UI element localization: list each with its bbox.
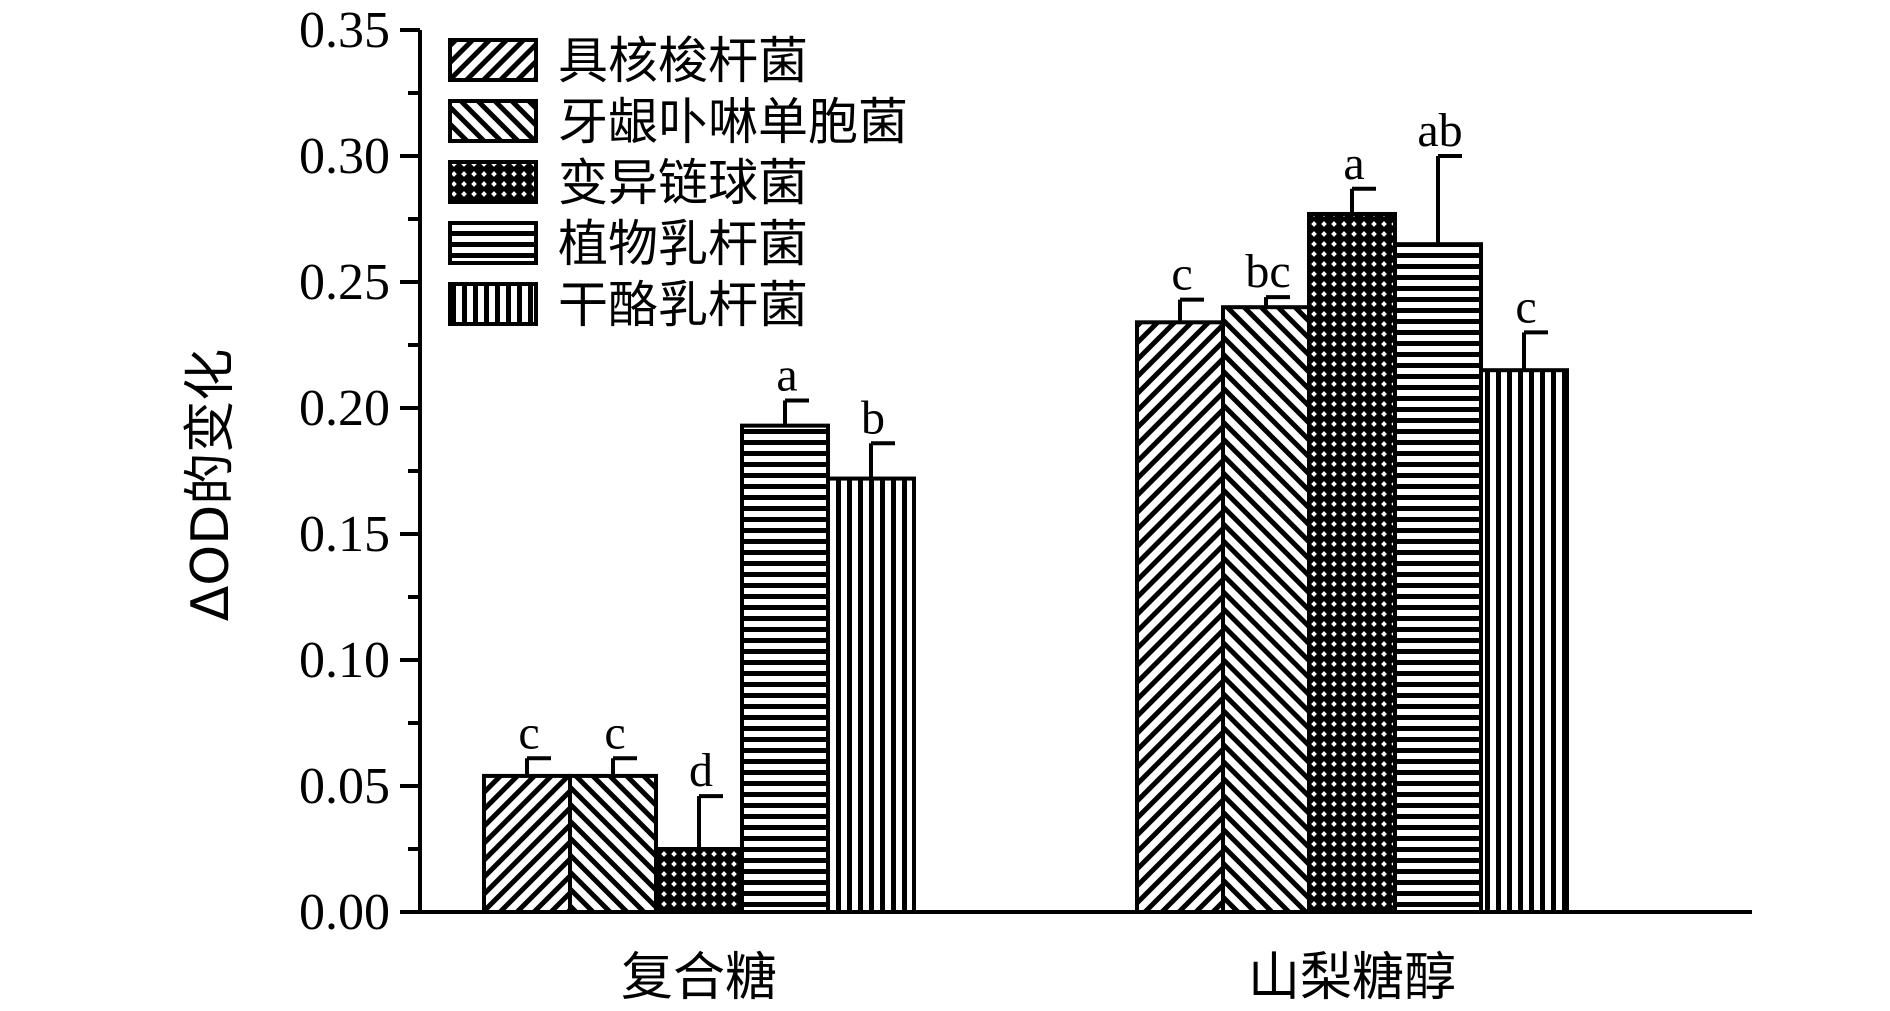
- significance-label: c: [604, 706, 625, 759]
- bar: [740, 423, 830, 914]
- legend-label: 干酪乳杆菌: [558, 276, 808, 334]
- bar: [1479, 368, 1569, 914]
- legend-swatch: [448, 38, 538, 82]
- bars: [482, 211, 1569, 914]
- legend-swatch: [448, 282, 538, 326]
- legend-label: 牙龈卟啉单胞菌: [558, 93, 908, 151]
- significance-label: d: [689, 744, 713, 797]
- significance-label: b: [861, 391, 885, 444]
- bar: [568, 773, 658, 914]
- x-category-label: 复合糖: [621, 948, 777, 1008]
- significance-label: c: [1515, 280, 1536, 333]
- y-tick-label: 0.20: [299, 380, 390, 437]
- significance-label: a: [776, 348, 797, 401]
- significance-label: a: [1343, 137, 1364, 190]
- y-axis-label: ΔOD的变化: [181, 349, 241, 622]
- bar: [482, 773, 572, 914]
- legend-swatch: [448, 160, 538, 204]
- bar: [1307, 211, 1397, 914]
- y-axis-ticks: 0.00 0.05 0.10 0.15 0.20 0.25 0.30 0.35: [299, 2, 420, 941]
- y-tick-label: 0.00: [299, 884, 390, 941]
- x-axis-categories: 复合糖 山梨糖醇: [621, 948, 1456, 1008]
- y-tick-label: 0.15: [299, 506, 390, 563]
- significance-label: bc: [1245, 245, 1290, 298]
- y-tick-label: 0.25: [299, 254, 390, 311]
- legend-swatch: [448, 99, 538, 143]
- bar: [654, 847, 744, 914]
- significance-label: c: [1171, 248, 1192, 301]
- y-tick-label: 0.05: [299, 758, 390, 815]
- bar: [1393, 242, 1483, 914]
- legend-label: 具核梭杆菌: [558, 32, 808, 90]
- bar: [826, 476, 916, 914]
- y-tick-label: 0.10: [299, 632, 390, 689]
- x-category-label: 山梨糖醇: [1248, 948, 1456, 1008]
- y-tick-label: 0.30: [299, 128, 390, 185]
- legend-swatch: [448, 221, 538, 265]
- significance-label: c: [518, 706, 539, 759]
- bar: [1221, 305, 1311, 914]
- legend-label: 变异链球菌: [558, 154, 808, 212]
- significance-label: ab: [1417, 104, 1462, 157]
- error-bars: [525, 154, 1548, 849]
- y-tick-label: 0.35: [299, 2, 390, 59]
- legend-label: 植物乳杆菌: [558, 215, 808, 273]
- bar: [1135, 320, 1225, 914]
